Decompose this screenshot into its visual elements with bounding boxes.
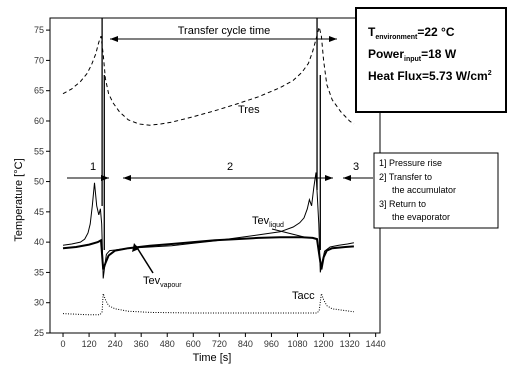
phase-3-arrow-head xyxy=(343,175,351,181)
condition-power-main: Power xyxy=(368,47,404,61)
x-tick-label: 0 xyxy=(61,339,66,349)
phase-legend-box xyxy=(373,152,499,229)
cycle-label: Transfer cycle time xyxy=(178,25,271,37)
series-label-tev-liquid-main: Tev xyxy=(252,215,270,227)
phase-legend-line-2: 2] Transfer to xyxy=(379,172,432,182)
y-tick-label: 30 xyxy=(34,298,44,308)
tev-vapour-pointer xyxy=(135,245,154,274)
phase-2-arrow-left-head xyxy=(123,175,131,181)
series-line-tev-vapour xyxy=(62,236,354,270)
phase-1-label: 1 xyxy=(90,161,96,173)
series-line-tacc xyxy=(62,293,354,316)
series-label-tev-liquid: Tevliqud xyxy=(252,215,284,229)
condition-environment-main: T xyxy=(368,25,376,39)
x-tick-label: 480 xyxy=(160,339,175,349)
series-label-tev-vapour-main: Tev xyxy=(143,275,161,287)
x-tick-label: 840 xyxy=(238,339,253,349)
series-label-tres: Tres xyxy=(238,104,260,116)
y-tick-label: 45 xyxy=(34,207,44,217)
y-tick-label: 70 xyxy=(34,55,44,65)
condition-power-sub: input xyxy=(404,56,422,63)
phase-marker-lines xyxy=(101,18,321,250)
condition-power-value: =18 W xyxy=(421,47,457,61)
phase-legend-text: 1] Pressure rise 2] Transfer to the accu… xyxy=(379,158,456,222)
series-label-tacc: Tacc xyxy=(292,290,315,302)
x-tick-label: 120 xyxy=(82,339,97,349)
x-tick-label: 1080 xyxy=(287,339,307,349)
conditions-text: Tenvironment=22 °C Powerinput=18 W Heat … xyxy=(368,25,492,83)
y-tick-label: 65 xyxy=(34,86,44,96)
series-label-tev-liquid-sub: liqud xyxy=(269,222,284,229)
y-tick-label: 55 xyxy=(34,146,44,156)
conditions-box xyxy=(355,7,507,113)
condition-heat-flux-sup: 2 xyxy=(488,70,492,77)
x-tick-label: 240 xyxy=(108,339,123,349)
y-tick-label: 40 xyxy=(34,237,44,247)
x-tick-label: 1200 xyxy=(314,339,334,349)
x-axis-label: Time [s] xyxy=(193,352,232,364)
cycle-arrow-left-head xyxy=(110,36,118,42)
y-tick-label: 25 xyxy=(34,328,44,338)
phase-legend-line-1: 1] Pressure rise xyxy=(379,158,442,168)
phase-2-label: 2 xyxy=(227,161,233,173)
phase-3-label: 3 xyxy=(353,161,359,173)
cycle-arrow-right-head xyxy=(329,36,337,42)
series-group xyxy=(62,26,355,316)
phase-legend-line-4: 3] Return to xyxy=(379,199,426,209)
phase-legend-line-5: the evaporator xyxy=(392,212,450,222)
x-tick-label: 1320 xyxy=(340,339,360,349)
series-line-tres xyxy=(62,26,355,126)
series-label-tev-vapour: Tevvapour xyxy=(143,275,182,289)
y-axis-ticks: 25 30 35 40 45 50 55 60 65 70 75 xyxy=(34,25,50,338)
x-tick-label: 600 xyxy=(186,339,201,349)
y-tick-label: 35 xyxy=(34,267,44,277)
x-tick-label: 960 xyxy=(264,339,279,349)
y-tick-label: 60 xyxy=(34,116,44,126)
x-tick-label: 1440 xyxy=(366,339,386,349)
series-label-tev-vapour-sub: vapour xyxy=(160,282,182,289)
y-tick-label: 50 xyxy=(34,177,44,187)
plot-area xyxy=(49,17,381,334)
phase-1-arrow-head xyxy=(101,175,109,181)
condition-environment-sub: environment xyxy=(375,34,418,41)
condition-power: Powerinput=18 W xyxy=(368,47,457,63)
y-tick-label: 75 xyxy=(34,25,44,35)
x-axis-ticks: 0 120 240 360 480 600 720 840 960 1080 1200 1320 144… xyxy=(61,333,386,349)
tev-liquid-pointer xyxy=(271,228,309,239)
condition-heat-flux: Heat Flux=5.73 W/cm2 xyxy=(368,69,492,83)
condition-environment: Tenvironment=22 °C xyxy=(368,25,455,41)
y-axis-label: Temperature [°C] xyxy=(13,158,25,241)
x-tick-label: 720 xyxy=(212,339,227,349)
phase-2-arrow-right-head xyxy=(325,175,333,181)
phase-legend-line-3: the accumulator xyxy=(392,185,456,195)
condition-environment-value: =22 °C xyxy=(417,25,454,39)
condition-heat-flux-main: Heat Flux=5.73 W/cm xyxy=(368,69,488,83)
tev-vapour-pointer-head xyxy=(132,243,139,252)
x-tick-label: 360 xyxy=(134,339,149,349)
